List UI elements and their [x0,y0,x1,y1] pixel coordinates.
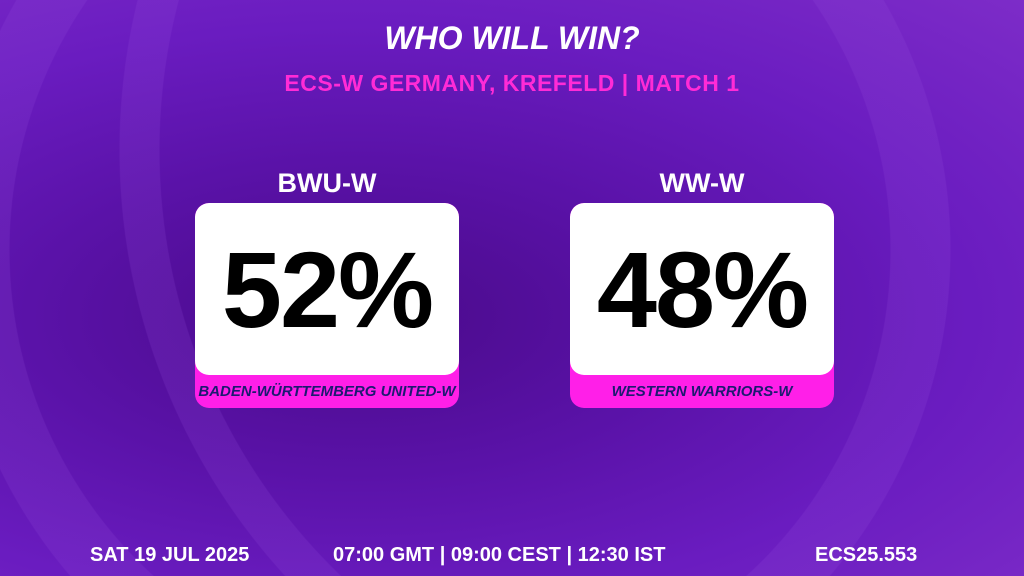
win-percent-home: 52% [221,228,434,350]
page-title: WHO WILL WIN? [384,20,640,56]
team-card-home: 52% BADEN-WÜRTTEMBERG UNITED-W [195,203,459,408]
match-times: 07:00 GMT | 09:00 CEST | 12:30 IST [333,544,666,566]
team-name-away: WESTERN WARRIORS-W [611,383,793,400]
team-code-away: WW-W [659,168,745,198]
team-code-home: BWU-W [277,168,377,198]
win-percent-away: 48% [596,228,809,350]
match-code: ECS25.553 [815,544,918,566]
match-date: SAT 19 JUL 2025 [90,544,250,566]
team-card-away: 48% WESTERN WARRIORS-W [570,203,834,408]
match-subtitle: ECS-W GERMANY, KREFELD | MATCH 1 [284,70,740,96]
percent-panel-home: 52% [195,203,459,375]
percent-panel-away: 48% [570,203,834,375]
team-name-home: BADEN-WÜRTTEMBERG UNITED-W [198,383,456,400]
